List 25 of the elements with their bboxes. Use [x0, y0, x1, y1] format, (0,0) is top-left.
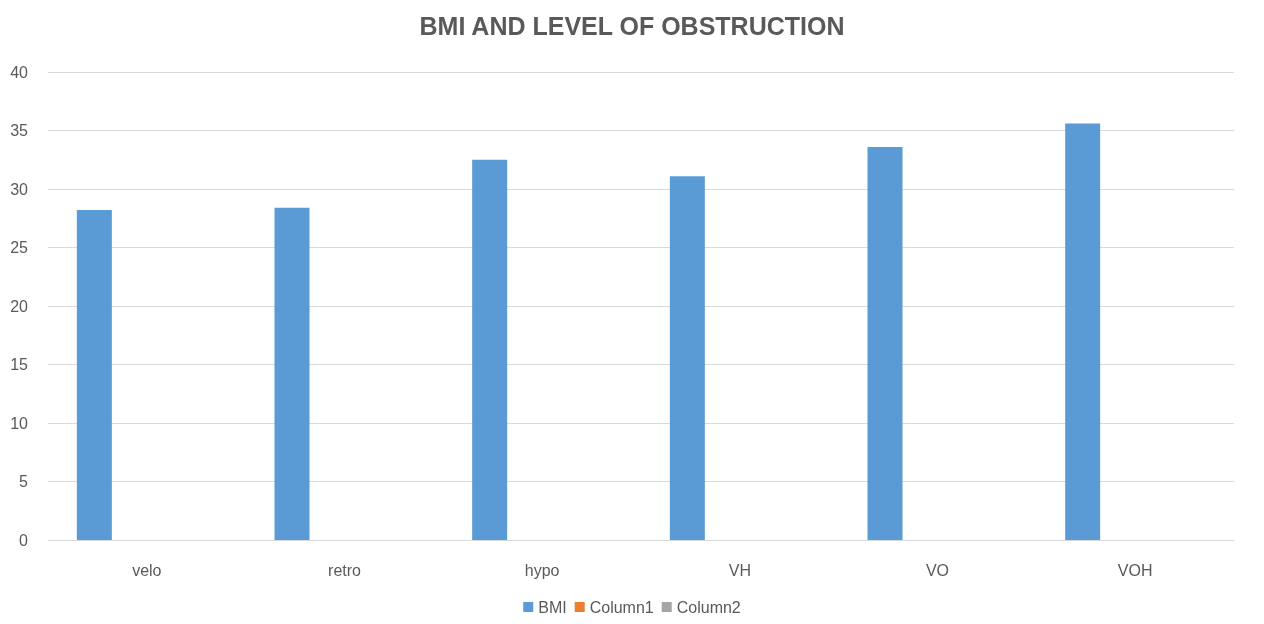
legend-label: Column1: [589, 598, 654, 616]
x-tick-label: retro: [328, 561, 362, 579]
x-tick-label: hypo: [524, 561, 560, 579]
bar: [1065, 123, 1101, 540]
y-tick-label: 25: [10, 239, 29, 256]
x-tick-label: VO: [925, 561, 950, 579]
bar: [274, 207, 310, 540]
legend-label: BMI: [538, 598, 567, 616]
y-tick-label: 40: [10, 63, 29, 81]
y-tick-label: 0: [19, 531, 29, 549]
x-tick-label: velo: [132, 561, 162, 579]
bar: [669, 176, 705, 540]
bar: [76, 210, 112, 540]
y-tick-label: 35: [10, 122, 29, 139]
legend-label: Column2: [676, 598, 741, 616]
y-tick-label: 15: [10, 356, 29, 373]
y-tick-label: 30: [10, 180, 29, 198]
x-tick-label: VOH: [1117, 561, 1153, 579]
bar: [867, 146, 903, 540]
chart-title: BMI AND LEVEL OF OBSTRUCTION: [419, 11, 845, 40]
bar: [472, 159, 508, 540]
y-tick-label: 5: [19, 473, 29, 490]
y-tick-label: 20: [10, 297, 29, 315]
x-tick-label: VH: [728, 561, 751, 579]
y-tick-label: 10: [10, 414, 29, 432]
